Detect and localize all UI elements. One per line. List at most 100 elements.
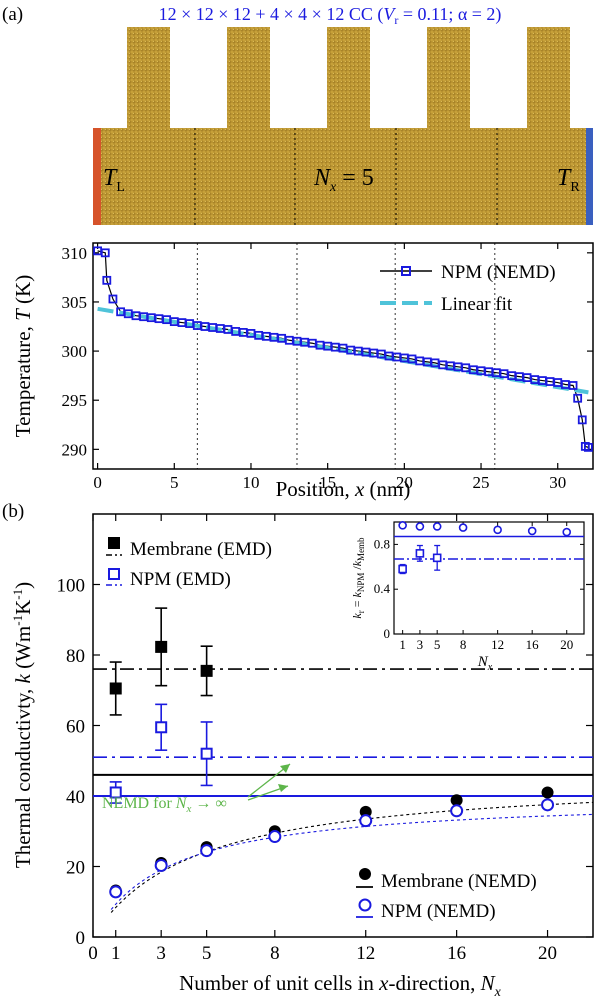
inset-background (394, 522, 584, 634)
inset-y-tick-label: 0.4 (374, 581, 391, 596)
npm-nemd-point (100, 248, 110, 258)
npm-nemd-point (268, 830, 282, 844)
inset-x-tick-label: 8 (460, 637, 467, 652)
legend-label-membrane-emd: Membrane (EMD) (130, 539, 272, 560)
inset-y-tick-label: 0.8 (374, 536, 390, 551)
npm-nemd-point (359, 814, 373, 828)
membrane-nemd-point (541, 786, 554, 799)
npm-nemd-point (568, 381, 578, 390)
cell-count-label: Nx = 5 (313, 165, 374, 195)
panel-b-label: (b) (2, 501, 24, 522)
npm-nemd-point (154, 858, 168, 872)
y-tick-label: 300 (62, 342, 88, 361)
npm-emd-point (200, 747, 213, 760)
conductivity-x-axis-label: Number of unit cells in x-direction, Nx (179, 971, 502, 1000)
npm-emd-point (155, 721, 168, 734)
inset-x-tick-label: 3 (417, 637, 424, 652)
legend-label-membrane-nemd: Membrane (NEMD) (381, 871, 537, 892)
x-tick-label: 16 (447, 943, 466, 964)
legend-marker-membrane-nemd (359, 868, 371, 880)
y-tick-label: 60 (66, 717, 85, 738)
legend-label-npm-nemd: NPM (NEMD) (441, 262, 556, 283)
inset-y-tick-label: 0 (384, 626, 391, 641)
temperature-chart: 0 5 10 15 20 25 30 290 295 300 305 310 NPM (NEMD) L… (11, 242, 594, 501)
membrane-emd-point (109, 682, 122, 695)
inset-x-tick-label: 12 (491, 637, 504, 652)
pillar (527, 27, 570, 129)
inset-x-tick-label: 20 (560, 637, 573, 652)
npm-nemd-point (109, 885, 123, 899)
annotation-text: NEMD for Nx → ∞ (102, 795, 227, 815)
inset-x-axis-label: Nx (477, 654, 493, 673)
cold-temperature-label: TR (557, 165, 580, 195)
inset-nemd-point (493, 525, 502, 535)
pillar (327, 27, 370, 129)
x-tick-label: 25 (473, 473, 490, 492)
x-tick-label: 0 (93, 473, 102, 492)
y-tick-label: 0 (76, 928, 86, 949)
legend-label-npm-emd: NPM (EMD) (130, 569, 231, 590)
panel-a-label: (a) (2, 4, 23, 25)
y-tick-label: 20 (66, 858, 85, 879)
x-tick-label: 3 (156, 943, 166, 964)
inset-x-tick-label: 16 (526, 637, 540, 652)
inset-nemd-point (458, 523, 468, 532)
temperature-x-axis-label: Position, x (nm) (276, 477, 411, 501)
x-tick-label: 5 (170, 473, 179, 492)
membrane-emd-point (155, 640, 168, 653)
linear-fit-line (97, 306, 589, 395)
legend-marker-npm-emd (108, 568, 120, 580)
hot-temperature-label: TL (103, 165, 125, 195)
membrane-slab (93, 128, 593, 225)
pillar (227, 27, 270, 129)
npm-nemd-point (200, 844, 214, 858)
membrane-nemd-point (450, 794, 463, 807)
nanostructure-image: TL Nx = 5 TR (93, 27, 593, 225)
x-tick-label: 8 (270, 943, 280, 964)
inset-y-axis-label: kr = kNPM /kMemb (350, 537, 366, 619)
membrane-emd-point (200, 664, 213, 677)
x-tick-label: 15 (319, 473, 336, 492)
legend-marker-npm-nemd (401, 266, 411, 276)
npm-nemd-point (102, 275, 112, 285)
y-tick-label: 310 (62, 244, 88, 263)
ratio-inset-chart: 1 3 5 8 12 16 20 0 0.4 0.8 kr = kNPM /kMemb Nx (350, 521, 585, 673)
npm-nemd-point (583, 442, 593, 452)
pillar (127, 27, 170, 129)
legend-label-linear-fit: Linear fit (441, 294, 513, 315)
legend-marker-membrane-emd (108, 537, 120, 549)
inset-nemd-point (527, 526, 537, 536)
inset-emd-point (432, 553, 442, 563)
y-tick-label: 305 (62, 293, 88, 312)
temperature-plot-frame (92, 242, 594, 470)
inset-nemd-point (415, 522, 425, 531)
x-tick-label: 5 (202, 943, 212, 964)
inset-emd-point (398, 564, 407, 574)
npm-nemd-point (541, 798, 555, 812)
x-tick-label: 10 (242, 473, 259, 492)
legend-label-npm-nemd-b: NPM (NEMD) (381, 901, 496, 922)
y-tick-label: 80 (66, 646, 85, 667)
npm-nemd-point (450, 804, 464, 818)
membrane-nemd-point (359, 805, 372, 818)
inset-nemd-point (432, 522, 442, 531)
x-tick-label: 12 (356, 943, 375, 964)
annotation-arrowhead-upper (280, 764, 290, 773)
inset-x-tick-label: 5 (434, 637, 441, 652)
npm-emd-point (109, 786, 122, 799)
annotation-arrowhead-lower (278, 784, 288, 792)
structure-title: 12 × 12 × 12 + 4 × 4 × 12 CC (Vr = 0.11;… (159, 4, 502, 27)
x-tick-label: 20 (396, 473, 413, 492)
k-fit-curve (110, 801, 594, 913)
x-tick-label: 0 (88, 943, 98, 964)
x-tick-label: 1 (111, 943, 121, 964)
inset-nemd-point (398, 521, 407, 530)
npm-nemd-point (108, 294, 118, 304)
inset-x-tick-label: 1 (399, 637, 406, 652)
legend-marker-npm-nemd-b (358, 898, 372, 912)
x-tick-label: 20 (538, 943, 557, 964)
y-tick-label: 100 (57, 576, 86, 597)
inset-plot-frame (393, 521, 585, 635)
npm-nemd-point (577, 415, 587, 425)
